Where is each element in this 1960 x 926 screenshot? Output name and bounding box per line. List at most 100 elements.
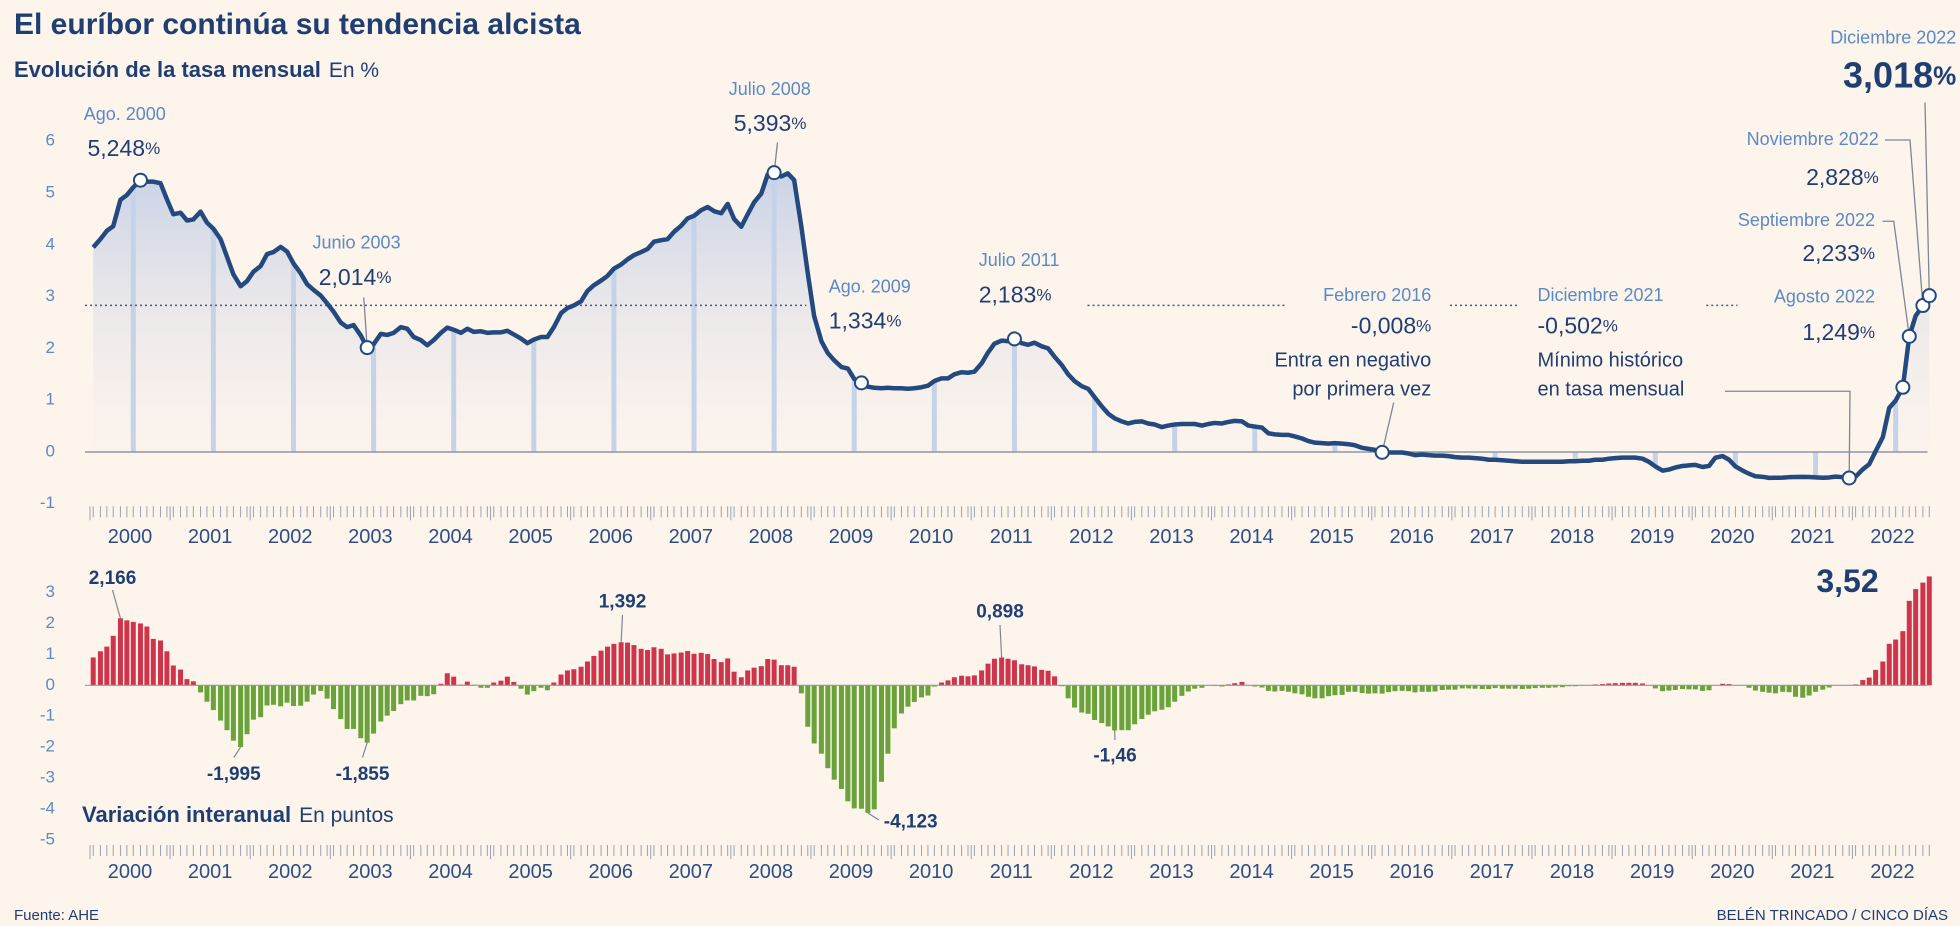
bar (584, 661, 590, 686)
x-tick-label: 2000 (108, 526, 153, 548)
bar (925, 685, 931, 696)
bar (1452, 685, 1458, 690)
bar (678, 652, 684, 686)
x-tick-label: 2017 (1470, 861, 1515, 883)
y-tick-label: -2 (40, 737, 55, 756)
x-tick-label: 2006 (588, 861, 633, 883)
bar (738, 677, 744, 686)
bar (1159, 685, 1165, 710)
bar (1652, 685, 1658, 689)
value-number: -0,008 (1351, 313, 1416, 339)
bar (418, 685, 424, 696)
bar (1813, 685, 1819, 692)
bar (284, 685, 290, 703)
bar (1806, 685, 1812, 696)
bar (1612, 683, 1618, 686)
leader-line (620, 614, 624, 643)
annotation-value: 2,014% (319, 264, 392, 290)
y-tick-label: 1 (46, 390, 55, 409)
bar (1492, 685, 1498, 689)
bar (491, 682, 497, 686)
bar (110, 635, 116, 686)
annotation-date: Julio 2008 (729, 79, 811, 99)
bar (905, 685, 911, 707)
bar (210, 685, 216, 711)
source: Fuente: AHE (14, 907, 99, 924)
bar (1866, 677, 1872, 686)
annotation-date: Julio 2011 (979, 250, 1060, 270)
bar (411, 685, 417, 701)
y-tick-label: -1 (40, 706, 55, 725)
bar (1752, 685, 1758, 691)
bar (1606, 683, 1612, 686)
bar (1886, 643, 1892, 686)
subtitle: Evolución de la tasa mensual En % (14, 57, 379, 82)
bar (1011, 660, 1017, 686)
bar (130, 621, 136, 686)
bar (250, 685, 256, 720)
bar (351, 685, 357, 729)
bar (1045, 670, 1051, 686)
bar-label: 1,392 (599, 592, 647, 613)
value-unit: % (145, 139, 160, 158)
bar (364, 685, 370, 743)
bar (1259, 685, 1265, 688)
bar (838, 685, 844, 789)
bar (1800, 685, 1806, 698)
annotation-value: -0,008% (1351, 313, 1431, 339)
bar (718, 662, 724, 686)
bar (731, 671, 737, 686)
leader-line (363, 297, 368, 348)
bar (1432, 685, 1438, 692)
bar (1880, 661, 1886, 686)
bar (1472, 685, 1478, 689)
bar (1219, 685, 1225, 687)
annotation-marker (1841, 470, 1857, 486)
x-tick-label: 2021 (1790, 526, 1835, 548)
y-tick-label: 0 (46, 441, 55, 460)
bar (1512, 685, 1518, 689)
annotation-marker (853, 375, 869, 391)
bar (104, 646, 110, 686)
value-unit: % (886, 312, 901, 331)
value-unit: % (1860, 244, 1875, 263)
annotation-value: 2,233% (1802, 240, 1875, 266)
leader-line (1924, 102, 1930, 296)
bar (1386, 685, 1392, 693)
annotation-marker (1901, 328, 1917, 344)
annotation-marker (766, 165, 782, 181)
bar (1052, 676, 1058, 686)
bar (1265, 685, 1271, 691)
bar (358, 685, 364, 739)
bar (1446, 685, 1452, 690)
bar (270, 685, 276, 705)
bar (1559, 685, 1565, 688)
x-tick-label: 2000 (108, 861, 153, 883)
x-tick-label: 2018 (1550, 526, 1595, 548)
bar (965, 676, 971, 686)
bar (1379, 685, 1385, 694)
bar (310, 685, 317, 695)
value-number: 1,334 (829, 308, 887, 334)
bar (184, 679, 190, 686)
bar (1239, 681, 1245, 686)
value-number: 3,018 (1843, 54, 1933, 95)
subtitle-unit: En % (329, 59, 379, 82)
annotation-value: 5,248% (88, 135, 161, 161)
bar (1860, 680, 1866, 686)
bar (137, 623, 143, 686)
bar (1599, 684, 1605, 686)
bar (1726, 684, 1732, 686)
bar (551, 682, 557, 686)
bar (631, 645, 637, 686)
bar (1325, 685, 1331, 697)
leader-line (1381, 402, 1395, 453)
bar (1920, 582, 1926, 686)
x-tick-label: 2022 (1870, 526, 1915, 548)
x-tick-label: 2018 (1550, 861, 1595, 883)
value-number: 2,233 (1802, 240, 1860, 266)
bar (685, 650, 691, 686)
bar (1900, 631, 1906, 686)
bar (1112, 685, 1118, 731)
bar (244, 685, 250, 735)
